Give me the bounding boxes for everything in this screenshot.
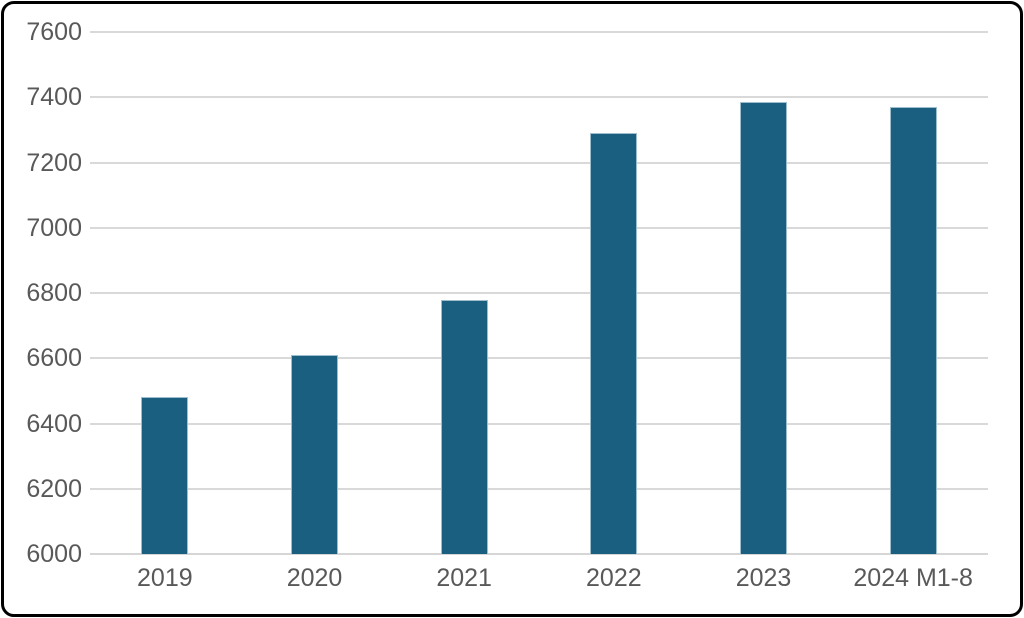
bar-2024-m1-8 [889, 107, 937, 554]
bar-2023 [740, 102, 787, 554]
x-tick-label: 2024 M1-8 [853, 564, 973, 592]
y-tick-label: 7400 [26, 83, 82, 112]
x-tick-label: 2022 [586, 564, 642, 592]
gridline [90, 292, 988, 294]
gridline [90, 161, 988, 164]
gridline [90, 96, 988, 99]
gridline [90, 422, 988, 425]
x-tick-label: 2023 [735, 564, 792, 592]
y-tick-label: 6400 [26, 409, 82, 438]
gridline [90, 226, 988, 229]
x-tick-label: 2019 [137, 564, 193, 592]
y-tick-label: 6600 [26, 344, 82, 373]
x-tick-label: 2020 [286, 564, 343, 592]
gridline [90, 31, 988, 33]
y-tick-label: 7600 [26, 18, 82, 46]
bar-2022 [590, 133, 638, 554]
bar-2019 [141, 397, 189, 554]
y-tick-label: 7200 [26, 148, 82, 177]
bar-2021 [440, 299, 488, 554]
gridline [90, 487, 988, 490]
x-tick-label: 2021 [436, 564, 492, 592]
y-tick-label: 6200 [26, 474, 82, 503]
gridline [90, 357, 988, 360]
y-tick-label: 7000 [26, 213, 82, 242]
y-tick-label: 6800 [26, 279, 82, 307]
bar-2020 [291, 354, 338, 554]
x-axis-line [90, 553, 988, 555]
y-tick-label: 6000 [26, 540, 82, 568]
